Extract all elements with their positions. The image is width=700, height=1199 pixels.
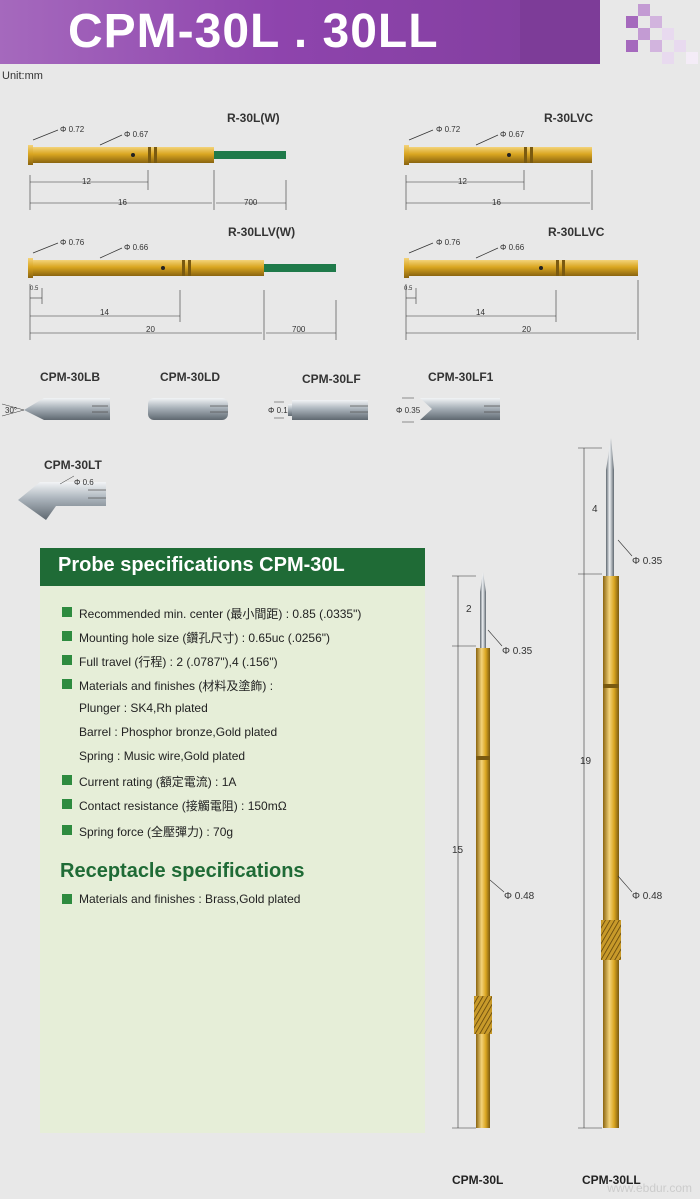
r30lw-len3: 700 xyxy=(244,198,258,207)
r30lw-len2: 16 xyxy=(118,198,127,207)
cpm30ll-tip-dia: Φ 0.35 xyxy=(632,556,663,567)
r30llvc-small: 0.5 xyxy=(404,286,413,292)
bullet-icon xyxy=(62,655,72,665)
page-title: CPM-30L . 30LL xyxy=(68,5,439,58)
r30lvc-len2: 16 xyxy=(492,198,501,207)
tip-lf-label: CPM-30LF xyxy=(302,372,361,386)
spec-line-min-center: Recommended min. center (最小間距) : 0.85 (.… xyxy=(79,607,362,621)
spec-line-current: Current rating (額定電流) : 1A xyxy=(79,775,237,789)
r30lw-label: R-30L(W) xyxy=(227,111,280,125)
watermark: www.ebdur.com xyxy=(607,1181,692,1195)
r30llvw-len1: 14 xyxy=(100,308,109,317)
bullet-icon xyxy=(62,631,72,641)
bullet-icon xyxy=(62,607,72,617)
r30llvw-len2: 20 xyxy=(146,325,155,334)
spec-line-spring: Spring : Music wire,Gold plated xyxy=(79,749,246,763)
spec-title: Probe specifications CPM-30L xyxy=(40,548,425,586)
tip-lf1-dia: Φ 0.35 xyxy=(396,406,421,415)
bullet-icon xyxy=(62,894,72,904)
probe-drawings xyxy=(1,129,639,520)
tip-lf1-label: CPM-30LF1 xyxy=(428,370,494,384)
spec-line-hole-size: Mounting hole size (鑽孔尺寸) : 0.65uc (.025… xyxy=(79,631,331,645)
r30lvc-d2: Φ 0.67 xyxy=(500,130,525,139)
r30lw-d1: Φ 0.72 xyxy=(60,125,85,134)
r30lvc-label: R-30LVC xyxy=(544,111,594,125)
spec-line-full-travel: Full travel (行程) : 2 (.0787"),4 (.156") xyxy=(79,655,278,669)
checker-pattern xyxy=(520,0,700,64)
r30lvc-len1: 12 xyxy=(458,177,467,186)
spec-panel xyxy=(40,548,425,1133)
bullet-icon xyxy=(62,679,72,689)
cpm30ll-drawing xyxy=(578,438,633,1129)
probe-r30llvc xyxy=(404,242,639,340)
tip-lb-label: CPM-30LB xyxy=(40,370,101,384)
r30llvc-label: R-30LLVC xyxy=(548,225,605,239)
cpm30ll-length: 19 xyxy=(580,756,592,767)
cpm30ll-barrel-dia: Φ 0.48 xyxy=(632,891,663,902)
r30llvw-small: 0.5 xyxy=(30,286,39,292)
r30llvw-label: R-30LLV(W) xyxy=(228,225,296,239)
spec-line-materials: Materials and finishes (材料及塗飾) : xyxy=(79,679,274,693)
bullet-icon xyxy=(62,775,72,785)
receptacle-materials: Materials and finishes : Brass,Gold plat… xyxy=(79,892,301,906)
spec-line-force: Spring force (全壓彈力) : 70g xyxy=(79,825,234,839)
r30llvc-d1: Φ 0.76 xyxy=(436,238,461,247)
cpm30l-length: 15 xyxy=(452,845,464,856)
cpm30ll-label: CPM-30LL xyxy=(582,1173,641,1187)
tip-lt-dia: Φ 0.6 xyxy=(74,478,94,487)
tip-lt-drawing xyxy=(18,475,106,520)
tip-ld-drawing xyxy=(148,398,228,420)
r30llvw-d1: Φ 0.76 xyxy=(60,238,85,247)
header-banner: CPM-30L . 30LL xyxy=(0,0,700,64)
cpm30l-tip-dia: Φ 0.35 xyxy=(502,646,533,657)
r30llvc-d2: Φ 0.66 xyxy=(500,243,525,252)
r30llvw-len3: 700 xyxy=(292,325,306,334)
cpm30l-label: CPM-30L xyxy=(452,1173,504,1187)
r30llvc-len1: 14 xyxy=(476,308,485,317)
probe-r30lvc xyxy=(404,129,593,210)
tip-lf-drawing xyxy=(274,400,368,420)
r30llvw-d2: Φ 0.66 xyxy=(124,243,149,252)
r30lvc-d1: Φ 0.72 xyxy=(436,125,461,134)
tip-ld-label: CPM-30LD xyxy=(160,370,221,384)
bullet-icon xyxy=(62,825,72,835)
tip-lb-drawing xyxy=(1,398,110,420)
tip-lf-dia: Φ 0.1 xyxy=(268,406,288,415)
cpm30l-barrel-dia: Φ 0.48 xyxy=(504,891,535,902)
cpm30ll-travel: 4 xyxy=(592,504,598,515)
spec-line-plunger: Plunger : SK4,Rh plated xyxy=(79,701,208,715)
probe-r30lw xyxy=(28,129,287,210)
r30lw-d2: Φ 0.67 xyxy=(124,130,149,139)
tip-lt-label: CPM-30LT xyxy=(44,458,102,472)
tip-lb-angle: 30° xyxy=(5,406,18,415)
receptacle-title: Receptacle specifications xyxy=(60,860,305,882)
unit-label: Unit:mm xyxy=(2,70,43,82)
spec-line-barrel: Barrel : Phosphor bronze,Gold plated xyxy=(79,725,278,739)
tip-lf1-drawing xyxy=(402,397,500,423)
bullet-icon xyxy=(62,799,72,809)
spec-line-resistance: Contact resistance (接觸電阻) : 150mΩ xyxy=(79,799,287,813)
r30lw-len1: 12 xyxy=(82,177,91,186)
r30llvc-len2: 20 xyxy=(522,325,531,334)
cpm30l-travel: 2 xyxy=(466,604,472,615)
probe-r30llvw xyxy=(28,242,337,340)
